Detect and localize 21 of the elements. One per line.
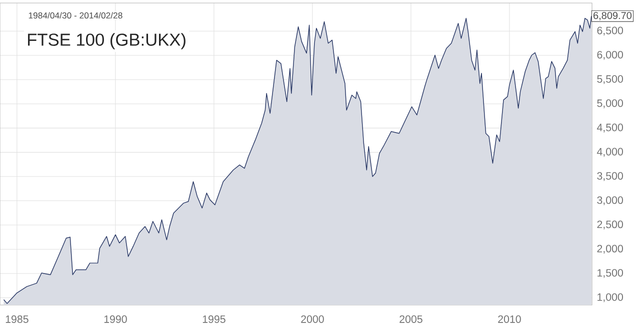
y-tick-label: 6,000: [597, 50, 623, 60]
y-tick-label: 2,500: [597, 220, 623, 230]
y-tick-label: 2,000: [597, 244, 623, 254]
y-tick-label: 3,000: [597, 196, 623, 206]
text: 1984/04/30 - 2014/02/28: [28, 12, 122, 19]
x-tick-label: 2000: [301, 315, 324, 323]
y-tick-label: 1,500: [598, 269, 623, 278]
x-tick-label: 1990: [104, 315, 127, 323]
y-tick-label: 5,000: [597, 99, 623, 108]
x-tick-label: 2005: [400, 315, 422, 323]
y-tick-label: 3,500: [597, 172, 623, 181]
y-tick-label: 1,000: [598, 293, 623, 302]
y-tick-label: 4,500: [596, 124, 623, 132]
x-tick-label: 1995: [202, 315, 226, 323]
x-tick-label: 2010: [498, 315, 521, 323]
x-tick-label: 1985: [6, 315, 28, 323]
text: FTSE 100 (GB:UKX): [28, 33, 186, 50]
y-tick-label: 6,500: [597, 26, 623, 36]
annotation: 6,809.70: [594, 12, 632, 20]
y-tick-label: 5,500: [597, 75, 623, 84]
y-tick-label: 4,000: [596, 148, 623, 157]
